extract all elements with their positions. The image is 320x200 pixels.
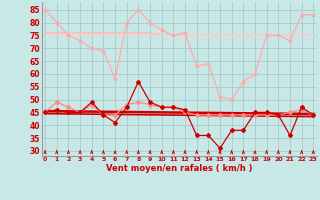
- X-axis label: Vent moyen/en rafales ( km/h ): Vent moyen/en rafales ( km/h ): [106, 164, 252, 173]
